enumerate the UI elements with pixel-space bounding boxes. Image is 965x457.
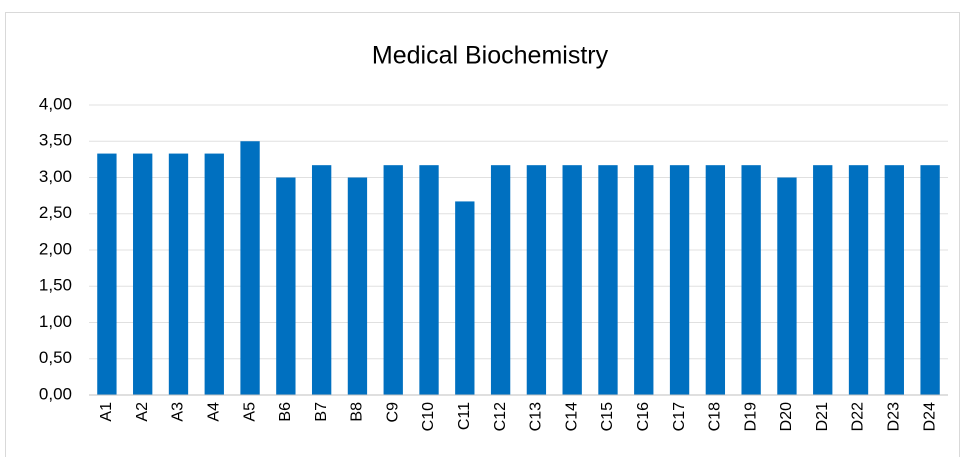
x-tick-label: B8 — [349, 402, 366, 422]
bar — [562, 165, 582, 395]
bar — [204, 153, 224, 395]
y-tick-label: 3,00 — [39, 167, 72, 186]
x-tick-label: D20 — [778, 402, 795, 431]
bar — [276, 177, 296, 395]
bar — [777, 177, 797, 395]
bar — [490, 165, 511, 395]
bar — [848, 165, 869, 395]
x-tick-label: C11 — [456, 402, 473, 430]
x-tick-label: D21 — [814, 402, 831, 431]
x-tick-label: A2 — [134, 402, 151, 422]
bar — [240, 141, 260, 395]
x-tick-label: D19 — [742, 402, 759, 431]
bar — [455, 201, 475, 395]
bar — [634, 165, 654, 395]
x-tick-label: A5 — [241, 402, 258, 422]
x-tick-label: A1 — [98, 402, 115, 422]
y-tick-label: 1,50 — [39, 276, 72, 295]
chart-title: Medical Biochemistry — [372, 42, 609, 70]
x-tick-label: C16 — [635, 402, 652, 431]
x-tick-label: D22 — [850, 402, 867, 431]
bar — [705, 165, 726, 395]
x-tick-label: C9 — [384, 402, 401, 423]
chart-border — [5, 12, 960, 457]
x-tick-label: C15 — [599, 402, 616, 431]
bar — [383, 165, 403, 395]
bar — [884, 165, 904, 395]
y-tick-label: 0,00 — [39, 384, 72, 403]
bar — [311, 165, 332, 395]
x-tick-label: A3 — [170, 402, 187, 422]
x-tick-label: D23 — [886, 402, 903, 431]
bar — [133, 153, 153, 395]
bar — [419, 165, 439, 395]
x-tick-label: C13 — [528, 402, 545, 431]
y-tick-label: 1,00 — [39, 312, 72, 331]
bar — [813, 165, 833, 395]
bar — [168, 153, 189, 395]
y-tick-label: 2,50 — [39, 203, 72, 222]
x-tick-label: B6 — [277, 402, 294, 422]
bar — [920, 165, 940, 395]
bar — [526, 165, 547, 395]
bar — [97, 153, 117, 395]
x-tick-label: C18 — [707, 402, 724, 431]
y-tick-label: 2,00 — [39, 239, 72, 258]
bar — [741, 165, 761, 395]
x-tick-label: A4 — [205, 402, 222, 422]
x-tick-label: C10 — [420, 402, 437, 431]
y-tick-label: 0,50 — [39, 348, 72, 367]
y-tick-label: 3,50 — [39, 131, 72, 150]
x-tick-label: C12 — [492, 402, 509, 431]
x-tick-label: B7 — [313, 402, 330, 422]
x-tick-label: D24 — [921, 402, 938, 431]
y-tick-label: 4,00 — [39, 94, 72, 113]
bar — [598, 165, 618, 395]
bar — [347, 177, 368, 395]
x-tick-label: C14 — [563, 402, 580, 431]
x-tick-label: C17 — [671, 402, 688, 431]
bar — [669, 165, 690, 395]
